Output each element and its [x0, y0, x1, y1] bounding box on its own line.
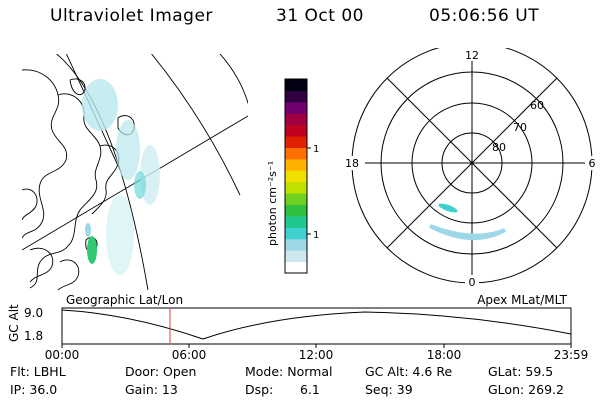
colorbar: 100 10 photon cm⁻²s⁻¹	[266, 78, 320, 274]
ip-readout: IP: 36.0	[10, 382, 58, 397]
y-tick-label: 9.0	[24, 306, 43, 320]
colorbar-segment	[285, 181, 307, 194]
coastline	[91, 144, 120, 215]
timeline-left-label: Geographic Lat/Lon	[66, 293, 183, 307]
y-axis-title: GC Alt	[7, 304, 21, 342]
mlat-label-70: 70	[513, 121, 527, 134]
latitude-arc	[151, 54, 241, 196]
colorbar-segment	[285, 158, 307, 171]
colorbar-segment	[285, 193, 307, 206]
coastline	[69, 78, 86, 96]
timeline-plot-frame	[61, 307, 572, 345]
mlt-label-0: 0	[469, 276, 476, 289]
colorbar-segment	[285, 90, 307, 103]
mlt-label-6: 6	[589, 157, 596, 170]
y-tick-label: 1.8	[24, 329, 43, 343]
aurora-oval-emission	[429, 203, 506, 240]
coastline	[57, 259, 80, 291]
filter-readout: Flt: LBHL	[10, 364, 66, 379]
colorbar-gradient	[285, 79, 307, 274]
colorbar-segment	[285, 113, 307, 126]
x-tick-label: 00:00	[45, 348, 80, 362]
x-tick-label: 18:00	[427, 348, 462, 362]
geographic-image-panel	[22, 54, 248, 291]
coastline	[22, 188, 38, 221]
altitude-curve	[61, 309, 572, 340]
timeline-right-label: Apex MLat/MLT	[477, 293, 567, 307]
colorbar-segment	[285, 261, 307, 274]
colorbar-segment	[285, 227, 307, 240]
colorbar-segment	[285, 79, 307, 91]
colorbar-segment	[285, 147, 307, 160]
coastline	[22, 69, 68, 239]
dsp-label: Dsp:	[245, 382, 274, 397]
door-readout: Door: Open	[125, 364, 197, 379]
colorbar-segment	[285, 215, 307, 228]
coastline	[29, 93, 102, 289]
colorbar-segment	[285, 124, 307, 137]
mlat-label-80: 80	[492, 141, 506, 154]
gc-alt-readout: GC Alt: 4.6 Re	[365, 364, 453, 379]
colorbar-segment	[285, 136, 307, 148]
orbit-altitude-timeline: Geographic Lat/Lon Apex MLat/MLT GC Alt …	[7, 293, 589, 362]
colorbar-tick-label: 10	[313, 230, 320, 241]
time-label: 05:06:56 UT	[429, 6, 540, 26]
x-tick-label: 12:00	[299, 348, 334, 362]
colorbar-tick-label: 100	[313, 144, 320, 155]
mode-readout: Mode: Normal	[245, 364, 333, 379]
polar-mlat-mlt-plot: 12 18 6 0 60 70 80	[339, 48, 599, 289]
mlt-label-18: 18	[345, 157, 359, 170]
mlt-label-12: 12	[465, 49, 479, 62]
glat-readout: GLat: 59.5	[488, 364, 554, 379]
colorbar-segment	[285, 204, 307, 217]
instrument-title: Ultraviolet Imager	[50, 6, 213, 26]
x-tick-label: 23:59	[554, 348, 589, 362]
colorbar-axis-label: photon cm⁻²s⁻¹	[266, 161, 279, 246]
mlat-label-60: 60	[530, 99, 544, 112]
gain-readout: Gain: 13	[125, 382, 178, 397]
x-tick-label: 06:00	[172, 348, 207, 362]
colorbar-segment	[285, 250, 307, 263]
colorbar-segment	[285, 101, 307, 114]
mlt-diagonal	[386, 77, 558, 249]
seq-readout: Seq: 39	[365, 382, 413, 397]
date-label: 31 Oct 00	[276, 6, 364, 26]
latitude-arc	[219, 54, 248, 105]
coastline	[29, 247, 54, 283]
glon-readout: GLon: 269.2	[488, 382, 564, 397]
colorbar-segment	[285, 170, 307, 183]
dsp-value: 6.1	[300, 382, 320, 397]
colorbar-segment	[285, 238, 307, 251]
aurora-emission	[82, 79, 160, 275]
